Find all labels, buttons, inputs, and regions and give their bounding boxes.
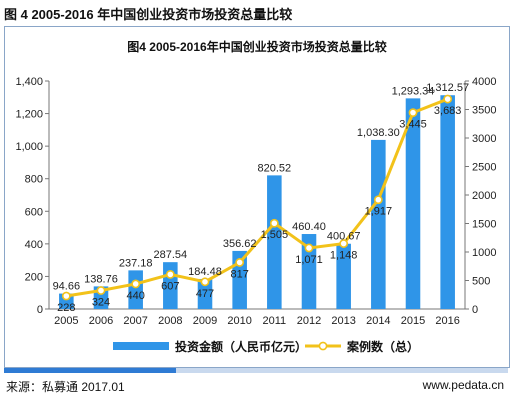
line-value-label: 324 (92, 297, 110, 309)
legend-line-label: 案例数（总） (346, 339, 419, 354)
bar-value-label: 1,038.30 (357, 127, 400, 139)
line-value-label: 3,445 (399, 119, 427, 131)
y-right-tick-label: 500 (472, 276, 490, 288)
y-left-tick-label: 400 (25, 239, 43, 251)
bar-value-label: 1,312.57 (426, 82, 469, 94)
bar (371, 139, 386, 309)
footer-divider (4, 368, 508, 373)
line-value-label: 1,148 (330, 250, 358, 262)
x-tick-label: 2013 (331, 315, 355, 327)
y-left-tick-label: 1,400 (15, 76, 43, 88)
y-right-tick-label: 1500 (472, 219, 496, 231)
y-right-tick-label: 3500 (472, 105, 496, 117)
y-right-tick-label: 2000 (472, 190, 496, 202)
site-url[interactable]: www.pedata.cn (422, 378, 504, 392)
y-right-tick-label: 0 (472, 304, 478, 316)
y-left-tick-label: 0 (37, 304, 43, 316)
y-left-tick-label: 1,200 (15, 109, 43, 121)
x-tick-label: 2014 (366, 315, 390, 327)
bar-value-label: 356.62 (223, 238, 257, 250)
line-value-label: 440 (126, 290, 144, 302)
bar (405, 98, 421, 309)
line-point (200, 277, 210, 287)
legend-bar-swatch (113, 342, 169, 350)
figure-caption: 图 4 2005-2016 年中国创业投资市场投资总量比较 (4, 7, 293, 22)
line-point (165, 270, 175, 279)
line-point (304, 243, 314, 253)
line-point (96, 286, 106, 295)
chart-svg: 图4 2005-2016年中国创业投资市场投资总量比较 0 200 400 600 800… (15, 39, 496, 354)
bar-value-label: 287.54 (154, 249, 188, 261)
y-right-tick-label: 1000 (472, 247, 496, 259)
x-tick-label: 2009 (193, 315, 217, 327)
y-left-tick-label: 200 (25, 271, 43, 283)
bar-value-label: 820.52 (258, 162, 292, 174)
line-value-label: 1,505 (261, 229, 289, 241)
y-left-tick-label: 800 (25, 174, 43, 186)
legend-bar-label: 投资金额（人民币亿元） (175, 339, 307, 354)
bar (440, 95, 455, 309)
line-point (443, 94, 453, 104)
x-tick-label: 2011 (263, 315, 287, 327)
bar (336, 243, 351, 309)
line-value-label: 607 (161, 280, 179, 292)
line-series (66, 97, 449, 298)
bar (301, 234, 317, 309)
line-value-label: 3,683 (434, 105, 462, 117)
source-note: 来源：私募通 2017.01 (6, 380, 125, 394)
line-value-label: 228 (57, 302, 75, 314)
line-value-label: 1,071 (295, 254, 323, 266)
y-right-tick-label: 3000 (472, 133, 496, 145)
line-point (61, 291, 71, 301)
bar (128, 270, 143, 309)
bar-value-label: 138.76 (84, 273, 118, 285)
y-right-tick-label: 4000 (472, 76, 496, 88)
bar-value-label: 237.18 (119, 257, 153, 269)
chart-title: 图4 2005-2016年中国创业投资市场投资总量比较 (127, 39, 386, 54)
line-value-label: 477 (196, 288, 214, 300)
line-value-label: 817 (230, 268, 248, 280)
x-tick-label: 2008 (158, 315, 182, 327)
x-tick-label: 2006 (89, 315, 113, 327)
bar (197, 278, 213, 309)
bar-value-label: 400.67 (327, 231, 361, 243)
bar-value-label: 1,293.34 (392, 85, 435, 97)
line-point (235, 258, 245, 267)
x-tick-label: 2005 (54, 315, 78, 327)
bar (267, 175, 282, 309)
x-tick-label: 2016 (435, 315, 459, 327)
x-tick-label: 2015 (401, 315, 425, 327)
x-tick-label: 2007 (123, 315, 147, 327)
bar-value-label: 460.40 (292, 221, 326, 233)
chart-panel: 图4 2005-2016年中国创业投资市场投资总量比较 0 200 400 600 800… (4, 26, 510, 368)
line-point (269, 218, 279, 228)
line-value-label: 1,917 (365, 206, 393, 218)
bar-value-label: 184.48 (188, 266, 222, 278)
x-tick-label: 2012 (297, 315, 321, 327)
legend-line-marker (318, 341, 328, 351)
footer-divider-accent (4, 368, 176, 373)
bar-value-label: 94.66 (53, 281, 81, 293)
line-point (131, 279, 141, 289)
line-point (408, 108, 418, 118)
x-tick-label: 2010 (227, 315, 251, 327)
line-point (373, 195, 383, 205)
y-left-tick-label: 1,000 (15, 141, 43, 153)
y-right-tick-label: 2500 (472, 162, 496, 174)
y-left-tick-label: 600 (25, 206, 43, 218)
line-point (339, 239, 349, 248)
